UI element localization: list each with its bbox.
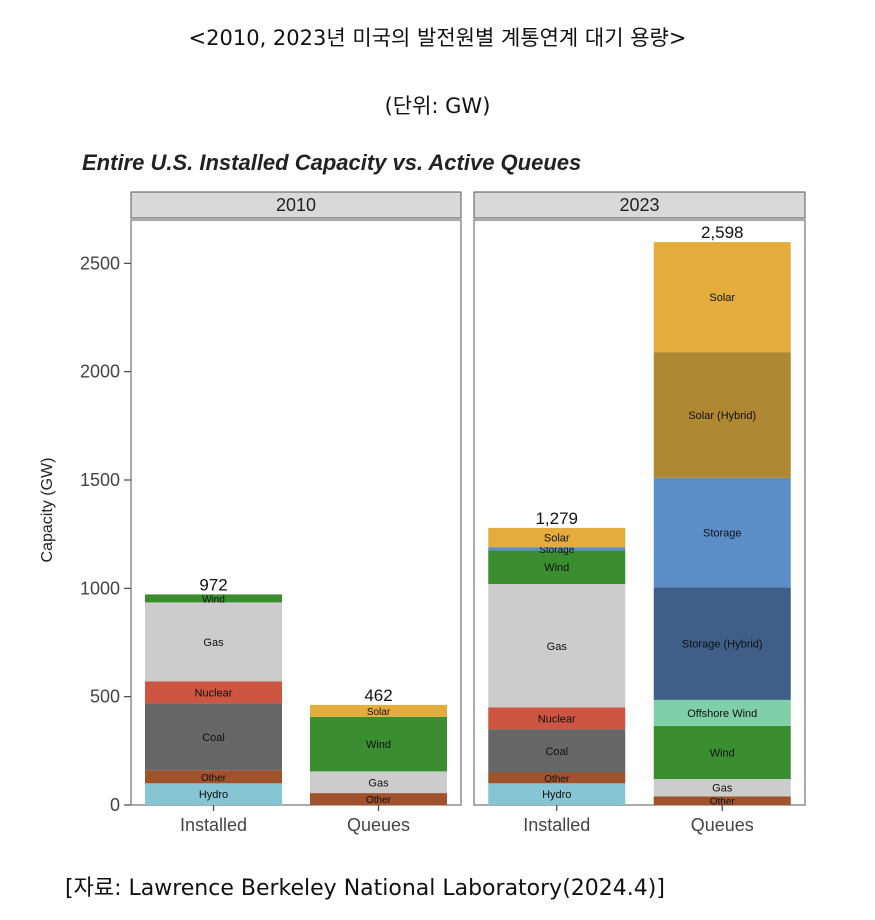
capacity-chart: Entire U.S. Installed Capacity vs. Activ… [39, 150, 806, 835]
segment-label: Wind [366, 739, 391, 751]
y-axis-label: Capacity (GW) [39, 458, 56, 563]
segment-label: Wind [710, 747, 735, 759]
bar-segment [488, 547, 626, 551]
segment-label: Coal [545, 746, 568, 758]
bar-segment [488, 550, 626, 584]
bar-segment [653, 699, 791, 726]
bar-segment [310, 771, 447, 794]
segment-label: Other [201, 773, 227, 784]
bar-segment [653, 587, 791, 700]
x-tick-label: Installed [523, 815, 590, 835]
facet-strip [130, 191, 462, 219]
x-tick-label: Installed [180, 815, 247, 835]
segment-label: Hydro [199, 789, 228, 801]
y-tick-label: 1500 [80, 470, 120, 490]
unit-label: (단위: GW) [384, 94, 491, 118]
bar-segment [488, 527, 626, 548]
y-tick-label: 500 [90, 687, 120, 707]
bar-segment [488, 772, 626, 784]
segment-label: Storage [703, 528, 742, 540]
segment-label: Gas [368, 777, 389, 789]
segment-label: Solar [544, 533, 570, 545]
segment-label: Other [544, 774, 570, 785]
x-tick-label: Queues [691, 815, 754, 835]
x-tick-label: Queues [347, 815, 410, 835]
segment-label: Wind [202, 594, 225, 605]
total-label: 462 [364, 686, 392, 705]
bar-segment [145, 594, 282, 603]
segment-label: Nuclear [195, 687, 233, 699]
y-tick-label: 2000 [80, 362, 120, 382]
bar-segment [653, 242, 791, 353]
bar-segment [653, 352, 791, 478]
bar-segment [488, 707, 626, 730]
segment-label: Offshore Wind [687, 708, 757, 720]
bar-segment [488, 729, 626, 773]
chart-title: Entire U.S. Installed Capacity vs. Activ… [82, 150, 581, 175]
bar-segment [145, 783, 282, 805]
segment-label: Other [710, 797, 736, 808]
y-tick-label: 2500 [80, 253, 120, 273]
panel-border [130, 219, 462, 806]
segment-label: Other [366, 795, 392, 806]
bar-segment [653, 477, 791, 588]
facet-panels: 2010HydroOtherCoalNuclearGasWind972Insta… [130, 191, 806, 835]
bar-segment [653, 796, 791, 805]
segment-label: Gas [712, 783, 733, 795]
segment-label: Wind [544, 562, 569, 574]
facet-label: 2023 [619, 195, 659, 215]
korean-chart-title: <2010, 2023년 미국의 발전원별 계통연계 대기 용량> [188, 26, 687, 50]
facet-label: 2010 [276, 195, 316, 215]
facet-strip [473, 191, 806, 219]
y-axis: 0 500 1000 1500 2000 2500 [80, 253, 131, 815]
segment-label: Solar [709, 292, 735, 304]
segment-label: Nuclear [538, 713, 576, 725]
total-label: 2,598 [701, 223, 744, 242]
bar-segment [145, 703, 282, 771]
bar-segment [653, 725, 791, 779]
y-tick-label: 0 [110, 795, 120, 815]
bar-segment [145, 681, 282, 704]
bar-segment [310, 793, 447, 805]
facet-2023: 2023HydroOtherCoalNuclearGasWindStorageS… [473, 191, 806, 835]
y-tick-label: 1000 [80, 578, 120, 598]
bar-segment [310, 716, 447, 772]
segment-label: Solar (Hybrid) [688, 410, 756, 422]
panel-border [473, 219, 806, 806]
total-label: 972 [199, 575, 227, 594]
segment-label: Storage [539, 545, 574, 556]
bar-segment [145, 602, 282, 682]
facet-2010: 2010HydroOtherCoalNuclearGasWind972Insta… [130, 191, 462, 835]
segment-label: Solar [367, 707, 391, 718]
bar-segment [488, 783, 626, 805]
segment-label: Coal [202, 732, 225, 744]
bar-segment [488, 584, 626, 708]
bar-segment [145, 770, 282, 784]
bar-segment [310, 704, 447, 717]
segment-label: Hydro [542, 789, 571, 801]
segment-label: Storage (Hybrid) [682, 639, 763, 651]
segment-label: Gas [203, 637, 224, 649]
segment-label: Gas [547, 641, 568, 653]
bar-segment [653, 779, 791, 797]
total-label: 1,279 [535, 509, 578, 528]
source-note: [자료: Lawrence Berkeley National Laborato… [65, 876, 665, 901]
